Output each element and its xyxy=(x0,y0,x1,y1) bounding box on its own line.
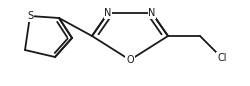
Text: N: N xyxy=(148,8,156,18)
Text: N: N xyxy=(104,8,112,18)
Text: Cl: Cl xyxy=(217,53,227,63)
Text: S: S xyxy=(27,11,33,21)
Text: O: O xyxy=(126,55,134,65)
